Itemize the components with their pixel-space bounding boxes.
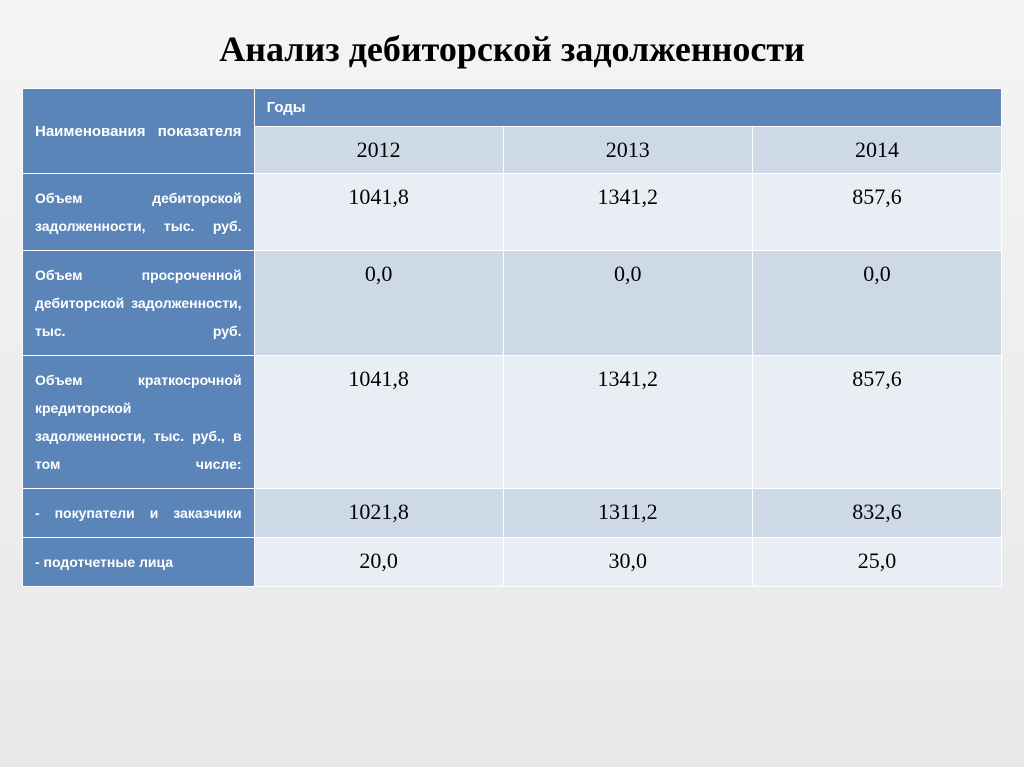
row-label: Объем просроченной дебиторской задолженн… (23, 251, 255, 356)
page-title: Анализ дебиторской задолженности (22, 28, 1002, 70)
row-value: 30,0 (503, 538, 752, 587)
row-value: 1341,2 (503, 174, 752, 251)
row-value: 20,0 (254, 538, 503, 587)
year-cell: 2013 (503, 127, 752, 174)
row-value: 1041,8 (254, 174, 503, 251)
row-value: 25,0 (752, 538, 1001, 587)
row-value: 0,0 (752, 251, 1001, 356)
row-value: 857,6 (752, 174, 1001, 251)
table-row: Объем просроченной дебиторской задолженн… (23, 251, 1002, 356)
analysis-table: Наименования показателя Годы 2012 2013 2… (22, 88, 1002, 587)
row-value: 1341,2 (503, 356, 752, 489)
row-value: 832,6 (752, 489, 1001, 538)
slide: Анализ дебиторской задолженности Наимено… (0, 0, 1024, 767)
indicator-header: Наименования показателя (23, 89, 255, 174)
table-row: - подотчетные лица 20,0 30,0 25,0 (23, 538, 1002, 587)
row-value: 1311,2 (503, 489, 752, 538)
row-label: Объем краткосрочной кредиторской задолже… (23, 356, 255, 489)
row-label: Объем дебиторской задолженности, тыс. ру… (23, 174, 255, 251)
years-header: Годы (254, 89, 1001, 127)
year-cell: 2012 (254, 127, 503, 174)
row-value: 1041,8 (254, 356, 503, 489)
row-value: 0,0 (503, 251, 752, 356)
row-value: 0,0 (254, 251, 503, 356)
table-row: - покупатели и заказчики 1021,8 1311,2 8… (23, 489, 1002, 538)
row-label: - покупатели и заказчики (23, 489, 255, 538)
table-header-row: Наименования показателя Годы (23, 89, 1002, 127)
table-row: Объем дебиторской задолженности, тыс. ру… (23, 174, 1002, 251)
table-row: Объем краткосрочной кредиторской задолже… (23, 356, 1002, 489)
row-value: 857,6 (752, 356, 1001, 489)
row-label: - подотчетные лица (23, 538, 255, 587)
year-cell: 2014 (752, 127, 1001, 174)
row-value: 1021,8 (254, 489, 503, 538)
